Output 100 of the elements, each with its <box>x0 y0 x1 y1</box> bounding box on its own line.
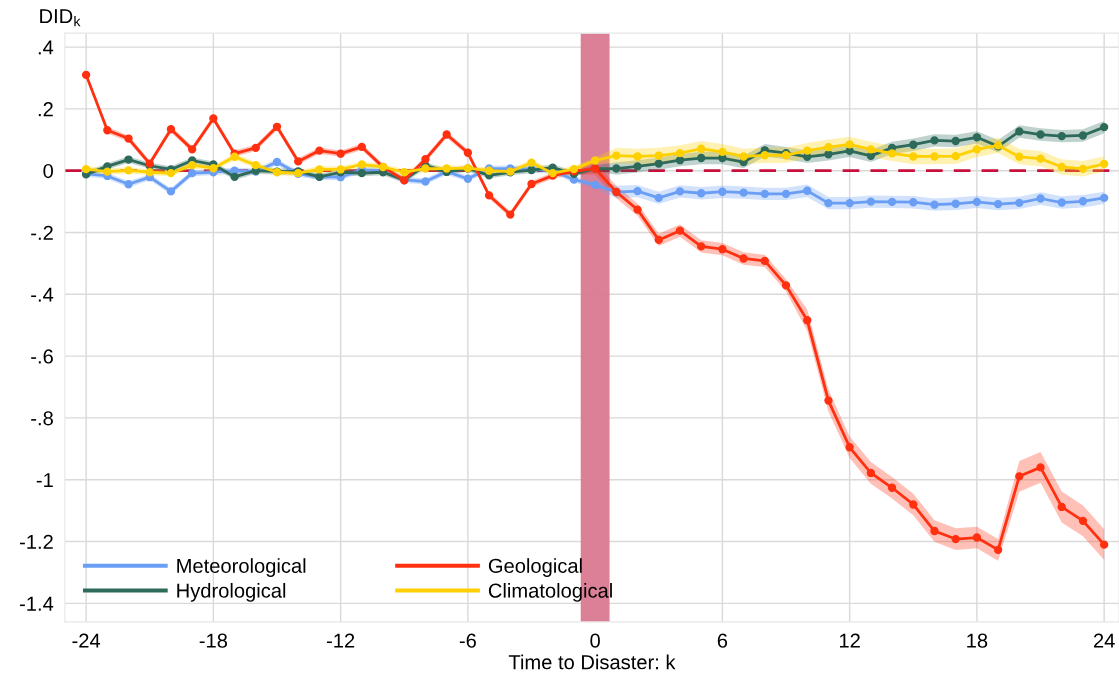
y-tick-label: 0 <box>43 163 53 179</box>
point <box>972 197 982 207</box>
point <box>336 149 345 158</box>
point <box>633 186 642 196</box>
point <box>909 140 918 149</box>
point <box>803 146 812 155</box>
point <box>718 187 727 196</box>
point <box>697 144 706 153</box>
point <box>654 193 663 203</box>
point <box>739 188 748 197</box>
legend-label: Climatological <box>488 582 612 602</box>
point <box>421 177 430 186</box>
point <box>675 156 685 165</box>
point <box>442 130 451 139</box>
point <box>357 142 366 152</box>
y-tick-label: .4 <box>38 40 54 55</box>
point <box>633 205 642 214</box>
point <box>166 187 176 196</box>
point <box>824 150 833 159</box>
point <box>718 245 727 254</box>
point <box>909 500 918 509</box>
point <box>866 151 876 161</box>
point <box>1036 463 1045 472</box>
point <box>463 148 473 157</box>
x-axis-title: Time to Disaster: k <box>508 654 676 670</box>
point <box>357 160 366 169</box>
x-tick-label: 6 <box>717 633 728 648</box>
x-tick-label: 18 <box>967 633 988 648</box>
x-tick-label: -12 <box>326 633 355 648</box>
point <box>1015 198 1024 208</box>
point <box>887 197 897 207</box>
point <box>1078 197 1088 206</box>
point <box>739 254 748 263</box>
x-tick-label: 24 <box>1093 633 1115 648</box>
y-tick-label: -1.2 <box>19 534 53 549</box>
point <box>187 168 197 178</box>
point <box>124 180 133 189</box>
point <box>866 468 876 478</box>
point <box>124 166 133 175</box>
point <box>1099 122 1109 132</box>
point <box>251 143 260 152</box>
point <box>845 198 854 208</box>
point <box>887 483 897 492</box>
y-tick-label: -.2 <box>31 225 53 240</box>
point <box>506 210 515 219</box>
point <box>972 533 982 542</box>
point <box>760 256 769 266</box>
point <box>124 155 133 164</box>
point <box>803 186 812 195</box>
point <box>845 146 854 156</box>
y-tick-label: -.8 <box>31 411 53 426</box>
point <box>930 526 939 536</box>
point <box>166 168 176 178</box>
point <box>1036 194 1045 203</box>
point <box>972 145 982 154</box>
point <box>294 157 303 166</box>
x-tick-label: 12 <box>839 633 860 648</box>
point <box>209 114 218 123</box>
y-tick-label: .2 <box>38 102 53 117</box>
point <box>103 126 112 135</box>
point <box>145 168 154 177</box>
point <box>527 158 536 167</box>
point <box>993 545 1003 555</box>
point <box>930 152 939 161</box>
point <box>1036 154 1045 163</box>
point <box>103 167 112 176</box>
x-tick-label: -24 <box>72 633 101 648</box>
legend-label: Geological <box>488 558 582 577</box>
point <box>315 146 324 155</box>
x-tick-label: 0 <box>590 633 600 648</box>
point <box>718 147 727 157</box>
point <box>1078 516 1088 526</box>
point <box>866 197 876 206</box>
point <box>590 156 600 165</box>
point <box>1015 472 1024 481</box>
point <box>951 152 960 161</box>
point <box>272 157 282 167</box>
point <box>463 174 473 183</box>
point <box>633 162 642 171</box>
legend-label: Hydrological <box>177 582 286 602</box>
point <box>781 281 791 290</box>
point <box>866 145 876 154</box>
y-tick-label: -1.4 <box>19 596 54 611</box>
point <box>654 151 663 160</box>
point <box>272 122 282 131</box>
point <box>1036 130 1045 139</box>
point <box>993 199 1003 209</box>
point <box>824 143 833 152</box>
point <box>824 396 833 405</box>
point <box>887 149 897 158</box>
point <box>697 153 706 163</box>
point <box>1099 159 1109 169</box>
point <box>930 136 939 145</box>
point <box>612 151 621 160</box>
point <box>781 189 791 199</box>
point <box>760 151 769 160</box>
point <box>951 534 960 544</box>
point <box>930 200 939 209</box>
point <box>484 191 494 200</box>
point <box>1057 131 1066 141</box>
